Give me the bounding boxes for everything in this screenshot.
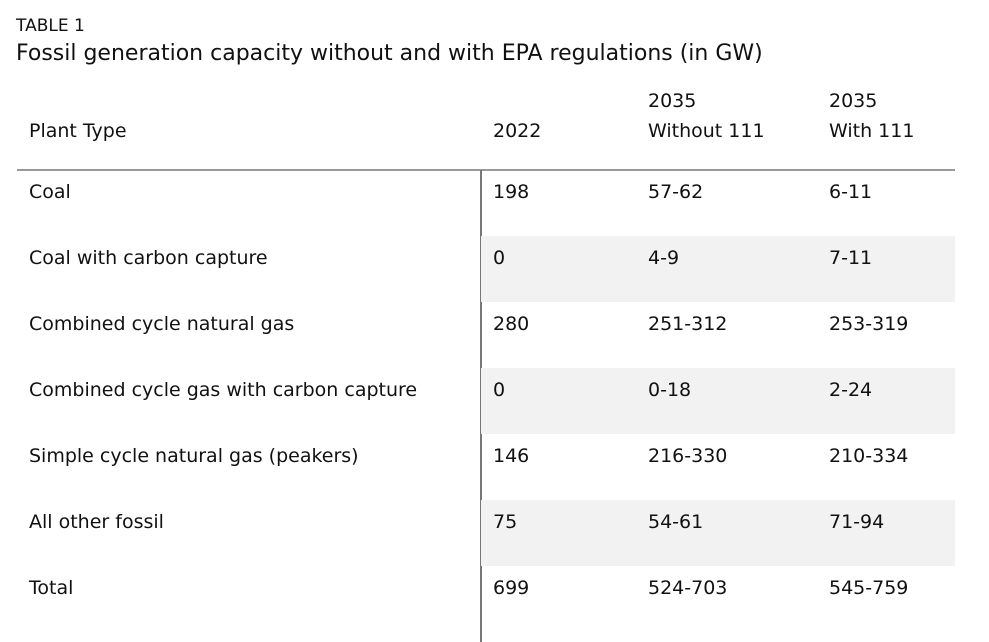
table-cell: 545-759 xyxy=(829,577,909,599)
table-cell: 6-11 xyxy=(829,181,873,203)
table-cell: 198 xyxy=(493,181,530,203)
column-header: Plant Type xyxy=(29,120,127,142)
table-cell: 4-9 xyxy=(648,247,680,269)
row-label: Total xyxy=(29,577,74,599)
table-cell: 280 xyxy=(493,313,530,335)
row-label: Coal with carbon capture xyxy=(29,247,268,269)
table-cell: 71-94 xyxy=(829,511,885,533)
row-shade xyxy=(481,368,955,434)
column-header: 2035 xyxy=(648,90,697,112)
row-label: Simple cycle natural gas (peakers) xyxy=(29,445,359,467)
table-cell: 54-61 xyxy=(648,511,704,533)
column-header: Without 111 xyxy=(648,120,765,142)
table-label: TABLE 1 xyxy=(16,16,85,36)
table-cell: 210-334 xyxy=(829,445,909,467)
row-shade xyxy=(481,236,955,302)
column-rule xyxy=(480,170,482,642)
table-cell: 253-319 xyxy=(829,313,909,335)
table-cell: 251-312 xyxy=(648,313,728,335)
row-label: Coal xyxy=(29,181,71,203)
table-cell: 0-18 xyxy=(648,379,692,401)
table-cell: 524-703 xyxy=(648,577,728,599)
column-header: With 111 xyxy=(829,120,915,142)
table-cell: 216-330 xyxy=(648,445,728,467)
row-label: Combined cycle natural gas xyxy=(29,313,295,335)
table-cell: 75 xyxy=(493,511,518,533)
row-shade xyxy=(481,500,955,566)
column-header: 2022 xyxy=(493,120,542,142)
table-cell: 2-24 xyxy=(829,379,873,401)
table-cell: 7-11 xyxy=(829,247,873,269)
row-label: All other fossil xyxy=(29,511,164,533)
table-title: Fossil generation capacity without and w… xyxy=(16,41,763,66)
table-cell: 699 xyxy=(493,577,530,599)
header-rule xyxy=(17,169,955,171)
row-label: Combined cycle gas with carbon capture xyxy=(29,379,418,401)
table-cell: 146 xyxy=(493,445,530,467)
table-cell: 57-62 xyxy=(648,181,704,203)
column-header: 2035 xyxy=(829,90,878,112)
table-cell: 0 xyxy=(493,247,506,269)
table-cell: 0 xyxy=(493,379,506,401)
